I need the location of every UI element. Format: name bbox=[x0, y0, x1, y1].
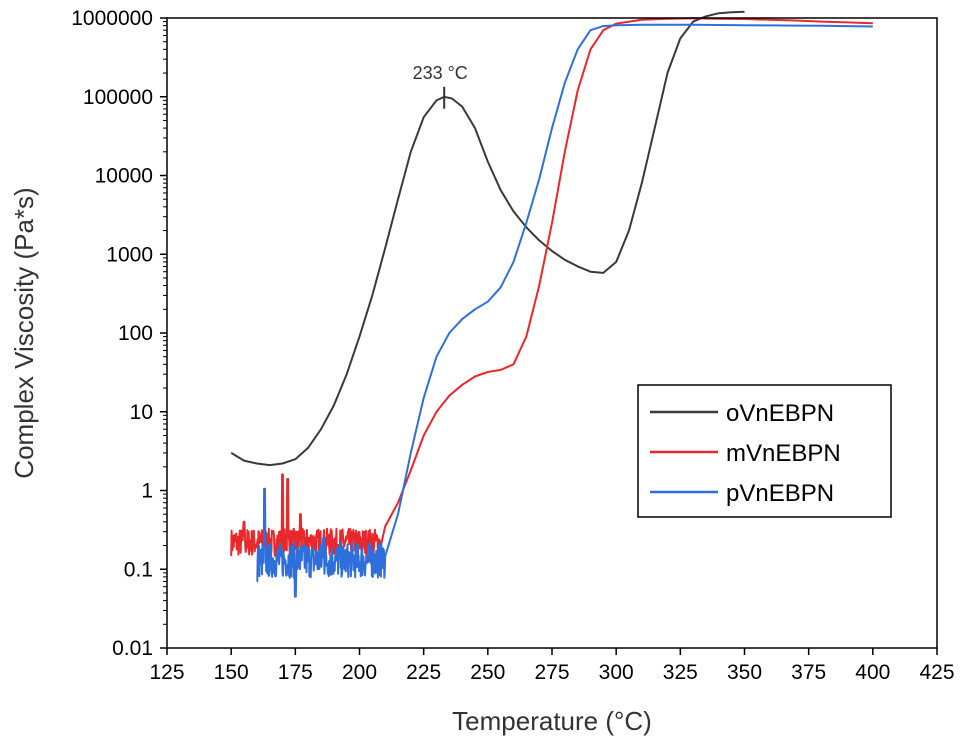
x-tick-label: 350 bbox=[727, 661, 762, 684]
x-tick-label: 250 bbox=[470, 661, 505, 684]
legend-label-oVnEBPN: oVnEBPN bbox=[726, 400, 834, 427]
x-tick-label: 150 bbox=[214, 661, 249, 684]
y-tick-label: 0.01 bbox=[112, 637, 153, 660]
x-tick-label: 125 bbox=[149, 661, 184, 684]
x-axis-title: Temperature (°C) bbox=[452, 706, 652, 736]
x-tick-label: 225 bbox=[406, 661, 441, 684]
x-tick-label: 275 bbox=[534, 661, 569, 684]
y-axis-title: Complex Viscosity (Pa*s) bbox=[9, 187, 39, 478]
legend: oVnEBPN mVnEBPN pVnEBPN bbox=[637, 384, 892, 518]
y-tick-label: 1000 bbox=[106, 243, 153, 266]
y-tick-label: 100 bbox=[118, 322, 153, 345]
y-tick-label: 1 bbox=[141, 480, 153, 503]
x-tick-label: 200 bbox=[342, 661, 377, 684]
plot-area bbox=[230, 10, 873, 598]
series-line-pVnEBPN bbox=[256, 23, 873, 598]
legend-label-mVnEBPN: mVnEBPN bbox=[726, 440, 841, 467]
y-tick-label: 0.1 bbox=[124, 558, 153, 581]
x-tick-label: 425 bbox=[919, 661, 954, 684]
x-tick-label: 375 bbox=[791, 661, 826, 684]
x-axis: 125 150 175 200 225 250 275 300 325 350 375 400 425 bbox=[149, 648, 955, 684]
x-tick-label: 325 bbox=[663, 661, 698, 684]
y-axis: 0.01 0.1 1 10 100 1000 10000 100000 1000000 bbox=[71, 7, 167, 660]
legend-label-pVnEBPN: pVnEBPN bbox=[726, 480, 834, 507]
x-tick-label: 400 bbox=[855, 661, 890, 684]
y-tick-label: 10 bbox=[130, 401, 153, 424]
peak-annotation: 233 °C bbox=[413, 63, 468, 109]
y-tick-label: 1000000 bbox=[71, 7, 153, 30]
series-line-oVnEBPN bbox=[230, 10, 745, 467]
x-tick-label: 175 bbox=[278, 661, 313, 684]
y-tick-label: 100000 bbox=[83, 86, 153, 109]
x-tick-label: 300 bbox=[599, 661, 634, 684]
y-tick-label: 10000 bbox=[95, 165, 153, 188]
peak-label: 233 °C bbox=[413, 63, 468, 83]
